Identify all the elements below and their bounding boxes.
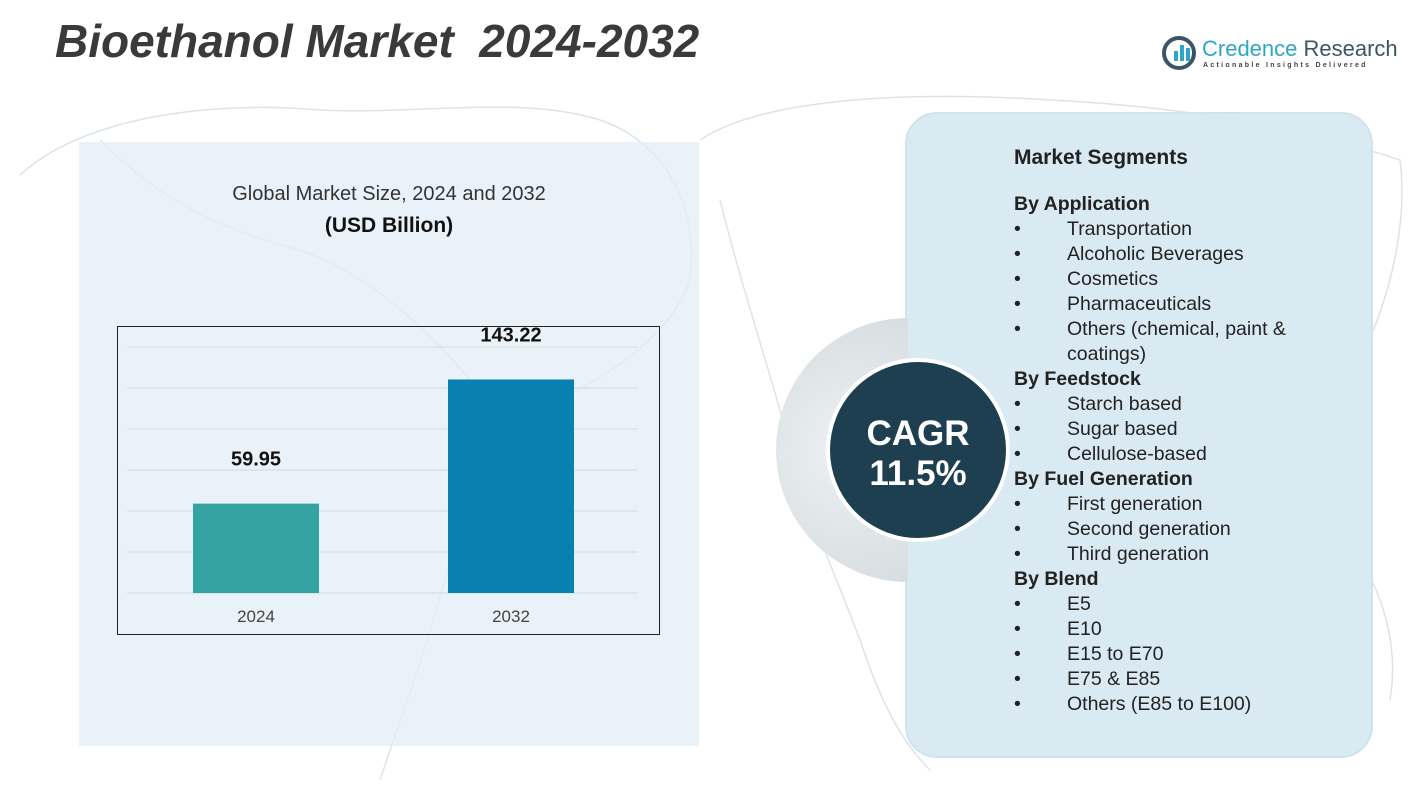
segment-item: • Second generation — [1014, 517, 1367, 542]
segment-item: • Others (E85 to E100) — [1014, 692, 1367, 717]
chart-unit-label: (USD Billion) — [324, 214, 454, 237]
segment-category: By Blend — [1014, 568, 1099, 590]
segment-item: • E15 to E70 — [1014, 642, 1367, 667]
segment-item: • Pharmaceuticals — [1014, 292, 1367, 317]
segment-item-label: Pharmaceuticals — [1067, 293, 1212, 315]
segment-item: • Cosmetics — [1014, 267, 1367, 292]
bullet-icon: • — [1014, 493, 1021, 515]
segments-title: Market Segments — [1014, 146, 1188, 169]
bullet-icon: • — [1014, 243, 1021, 265]
bullet-icon: • — [1014, 668, 1021, 690]
chart-panel — [79, 142, 699, 746]
segment-item: • Others (chemical, paint & coatings) — [1014, 317, 1367, 367]
segment-item-label: E5 — [1067, 593, 1091, 615]
segment-item-label: Cellulose-based — [1067, 443, 1207, 465]
bullet-icon: • — [1014, 218, 1021, 240]
logo-tagline: Actionable Insights Delivered — [1203, 62, 1368, 69]
bar-2032 — [448, 379, 574, 593]
segment-item-label: Others (E85 to E100) — [1067, 693, 1252, 715]
cagr-value: 11.5% — [869, 454, 967, 493]
data-label: 59.95 — [231, 449, 281, 471]
bullet-icon: • — [1014, 593, 1021, 615]
bullet-icon: • — [1014, 293, 1021, 315]
logo-name: Credence Research — [1202, 36, 1398, 61]
segment-item: • Alcoholic Beverages — [1014, 242, 1367, 267]
segment-item-label: Starch based — [1067, 393, 1182, 415]
bar-2024 — [193, 503, 319, 593]
segment-item: • Starch based — [1014, 392, 1367, 417]
bullet-icon: • — [1014, 443, 1021, 465]
segment-item-label: Others (chemical, paint & coatings) — [1067, 318, 1286, 365]
bullet-icon: • — [1014, 693, 1021, 715]
bullet-icon: • — [1014, 518, 1021, 540]
bullet-icon: • — [1014, 618, 1021, 640]
segment-item: • Transportation — [1014, 217, 1367, 242]
segment-item-label: Transportation — [1067, 218, 1193, 240]
cagr-label: CAGR — [866, 414, 970, 453]
bullet-icon: • — [1014, 268, 1021, 290]
segment-item-label: First generation — [1067, 493, 1203, 515]
segment-item-label: E15 to E70 — [1067, 643, 1164, 665]
segment-item-label: Sugar based — [1067, 418, 1178, 440]
segment-item: • First generation — [1014, 492, 1367, 517]
bullet-icon: • — [1014, 543, 1021, 565]
segment-item: • E10 — [1014, 617, 1367, 642]
data-label: 143.22 — [480, 324, 541, 346]
segment-item-label: E75 & E85 — [1067, 668, 1161, 690]
segment-category: By Feedstock — [1014, 368, 1141, 390]
bullet-icon: • — [1014, 318, 1021, 340]
segment-item-label: E10 — [1067, 618, 1102, 640]
bar-chart-logo-icon — [1162, 36, 1196, 70]
segment-category: By Application — [1014, 193, 1150, 215]
segment-item: • E75 & E85 — [1014, 667, 1367, 692]
bullet-icon: • — [1014, 393, 1021, 415]
bullet-icon: • — [1014, 418, 1021, 440]
segment-item: • Cellulose-based — [1014, 442, 1367, 467]
segment-item-label: Second generation — [1067, 518, 1231, 540]
segment-item: • Sugar based — [1014, 417, 1367, 442]
bullet-icon: • — [1014, 643, 1021, 665]
chart-title: Global Market Size, 2024 and 2032 — [232, 183, 546, 205]
chart-frame — [117, 326, 660, 635]
segment-item-label: Third generation — [1067, 543, 1210, 565]
segment-item-label: Cosmetics — [1067, 268, 1159, 290]
cagr-badge: CAGR 11.5% — [826, 358, 1010, 542]
x-tick-label: 2024 — [237, 607, 275, 626]
segment-item: • Third generation — [1014, 542, 1367, 567]
market-segments: Market Segments By Application • Transport… — [1014, 146, 1367, 717]
segment-item: • E5 — [1014, 592, 1367, 617]
segment-item-label: Alcoholic Beverages — [1067, 243, 1244, 265]
page-title: Bioethanol Market 2024-2032 — [55, 15, 700, 67]
x-tick-label: 2032 — [492, 607, 530, 626]
segment-category: By Fuel Generation — [1014, 468, 1193, 490]
